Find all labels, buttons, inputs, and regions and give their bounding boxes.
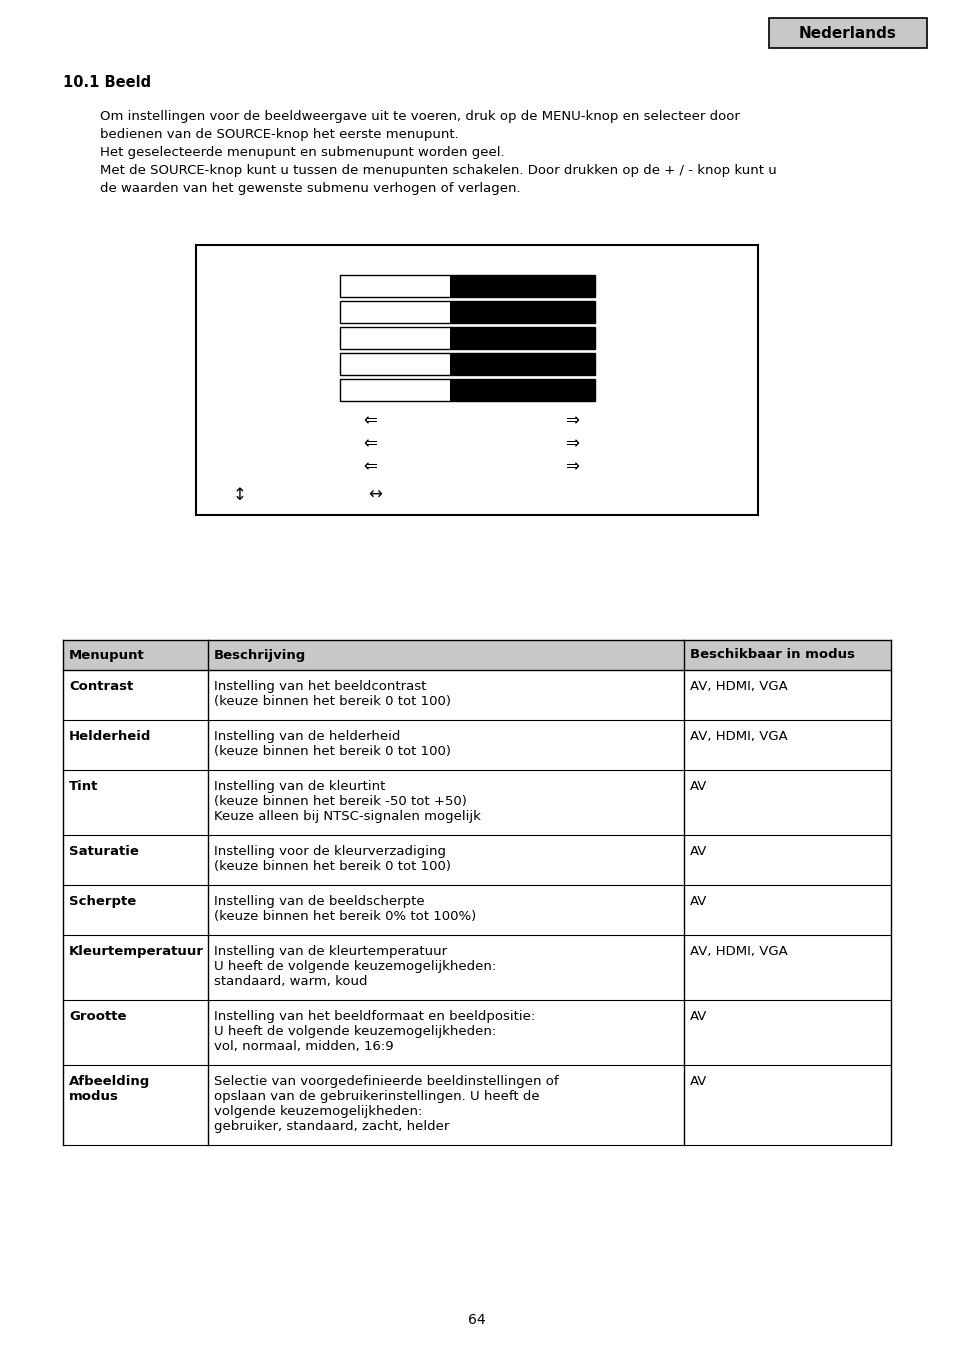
Text: Instelling van de kleurtint: Instelling van de kleurtint [213,780,385,792]
Text: Contrast: Contrast [69,680,133,693]
Text: Tint: Tint [69,780,98,792]
Bar [449,275,595,297]
Bar [339,275,449,297]
Text: Menupunt: Menupunt [69,648,145,662]
Text: (keuze binnen het bereik 0 tot 100): (keuze binnen het bereik 0 tot 100) [213,860,451,873]
Text: AV: AV [689,895,706,909]
Bar [339,301,595,323]
Text: Instelling van de kleurtemperatuur: Instelling van de kleurtemperatuur [213,945,447,958]
Text: standaard, warm, koud: standaard, warm, koud [213,975,367,988]
Text: AV: AV [689,1075,706,1088]
Text: Het geselecteerde menupunt en submenupunt worden geel.: Het geselecteerde menupunt en submenupun… [100,146,504,159]
Text: modus: modus [69,1089,119,1103]
Bar [339,379,595,401]
Text: de waarden van het gewenste submenu verhogen of verlagen.: de waarden van het gewenste submenu verh… [100,182,520,194]
Text: Scherpte: Scherpte [69,895,136,909]
Text: AV, HDMI, VGA: AV, HDMI, VGA [689,730,787,742]
Bar [339,379,449,401]
Text: Nederlands: Nederlands [799,26,896,40]
Text: Instelling van de helderheid: Instelling van de helderheid [213,730,400,742]
Bar [63,640,890,670]
Text: ↔: ↔ [368,486,381,504]
Bar [449,301,595,323]
Text: ⇐: ⇐ [363,458,376,475]
Text: U heeft de volgende keuzemogelijkheden:: U heeft de volgende keuzemogelijkheden: [213,1025,496,1038]
Text: 64: 64 [468,1314,485,1327]
Text: ⇐: ⇐ [363,433,376,452]
Text: AV: AV [689,780,706,792]
Text: AV: AV [689,1010,706,1023]
Text: gebruiker, standaard, zacht, helder: gebruiker, standaard, zacht, helder [213,1120,449,1133]
Text: opslaan van de gebruikerinstellingen. U heeft de: opslaan van de gebruikerinstellingen. U … [213,1089,539,1103]
Bar [339,275,595,297]
Text: Beschrijving: Beschrijving [213,648,306,662]
Bar [195,244,758,514]
Text: Saturatie: Saturatie [69,845,139,859]
Text: Instelling van het beeldformaat en beeldpositie:: Instelling van het beeldformaat en beeld… [213,1010,535,1023]
Text: (keuze binnen het bereik 0 tot 100): (keuze binnen het bereik 0 tot 100) [213,695,451,707]
Text: ⇐: ⇐ [363,410,376,429]
Text: vol, normaal, midden, 16:9: vol, normaal, midden, 16:9 [213,1040,393,1053]
Text: Grootte: Grootte [69,1010,127,1023]
Text: 10.1 Beeld: 10.1 Beeld [63,76,151,90]
Text: (keuze binnen het bereik -50 tot +50): (keuze binnen het bereik -50 tot +50) [213,795,466,809]
Text: (keuze binnen het bereik 0% tot 100%): (keuze binnen het bereik 0% tot 100%) [213,910,476,923]
Text: ⇒: ⇒ [564,458,578,475]
Text: Instelling van het beeldcontrast: Instelling van het beeldcontrast [213,680,426,693]
Bar [339,301,449,323]
Text: Instelling voor de kleurverzadiging: Instelling voor de kleurverzadiging [213,845,445,859]
Text: AV, HDMI, VGA: AV, HDMI, VGA [689,680,787,693]
Text: Selectie van voorgedefinieerde beeldinstellingen of: Selectie van voorgedefinieerde beeldinst… [213,1075,558,1088]
Text: Keuze alleen bij NTSC-signalen mogelijk: Keuze alleen bij NTSC-signalen mogelijk [213,810,480,824]
Text: volgende keuzemogelijkheden:: volgende keuzemogelijkheden: [213,1106,422,1118]
Text: U heeft de volgende keuzemogelijkheden:: U heeft de volgende keuzemogelijkheden: [213,960,496,973]
Bar [339,327,595,350]
Text: Met de SOURCE-knop kunt u tussen de menupunten schakelen. Door drukken op de + /: Met de SOURCE-knop kunt u tussen de menu… [100,163,776,177]
Text: ⇒: ⇒ [564,410,578,429]
Text: Instelling van de beeldscherpte: Instelling van de beeldscherpte [213,895,424,909]
Bar [339,352,449,375]
Text: (keuze binnen het bereik 0 tot 100): (keuze binnen het bereik 0 tot 100) [213,745,451,757]
Text: Helderheid: Helderheid [69,730,152,742]
Bar [449,327,595,350]
Bar [449,379,595,401]
Text: ↕: ↕ [233,486,247,504]
Bar [339,327,449,350]
Text: AV: AV [689,845,706,859]
Text: ⇒: ⇒ [564,433,578,452]
Text: Kleurtemperatuur: Kleurtemperatuur [69,945,204,958]
Text: bedienen van de SOURCE-knop het eerste menupunt.: bedienen van de SOURCE-knop het eerste m… [100,128,458,140]
Bar [768,18,926,49]
Text: Om instellingen voor de beeldweergave uit te voeren, druk op de MENU-knop en sel: Om instellingen voor de beeldweergave ui… [100,109,740,123]
Text: Afbeelding: Afbeelding [69,1075,150,1088]
Text: Beschikbaar in modus: Beschikbaar in modus [689,648,854,662]
Bar [449,352,595,375]
Text: AV, HDMI, VGA: AV, HDMI, VGA [689,945,787,958]
Bar [339,352,595,375]
